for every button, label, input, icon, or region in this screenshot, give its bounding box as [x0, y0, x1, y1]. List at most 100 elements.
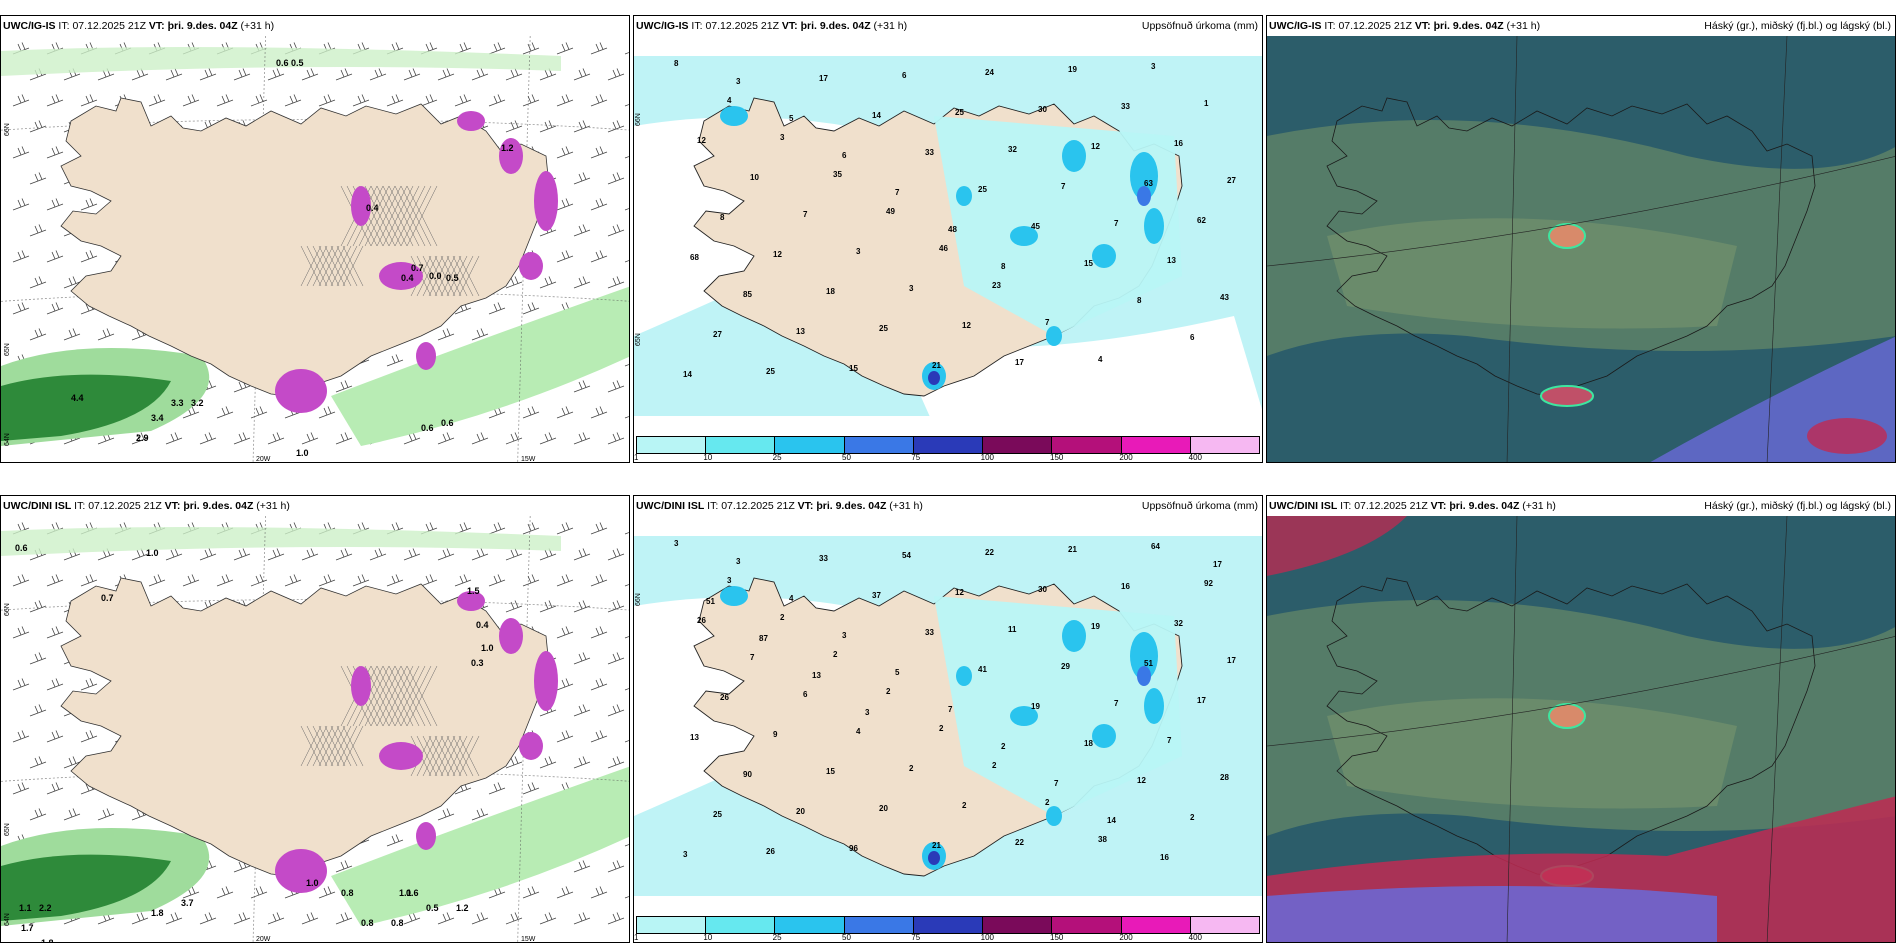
it-time: 07.12.2025 21Z: [1354, 500, 1428, 512]
wind-barb: [539, 600, 557, 613]
it-label: IT:: [74, 500, 86, 512]
hatch-line: [312, 725, 334, 767]
precip-value-label: 3: [842, 631, 847, 640]
precip-value-label: 21: [932, 841, 941, 850]
wind-barb: [522, 886, 540, 899]
wind-barb: [590, 250, 608, 263]
hatch-line: [364, 665, 396, 727]
colorbar-cell: [1052, 437, 1122, 453]
wind-barb: [573, 756, 591, 769]
hatch-line: [422, 255, 444, 297]
snow-area: [275, 369, 327, 413]
wind-barb: [165, 68, 183, 81]
colorbar-tick-label: 50: [842, 933, 851, 942]
precip-value-label: 4: [727, 96, 732, 105]
colorbar-cell: [775, 917, 845, 933]
precip-value-label: 62: [1197, 216, 1206, 225]
colorbar-cell: [1121, 917, 1191, 933]
snow-area: [534, 171, 558, 231]
precip-value-label: 1: [1204, 99, 1209, 108]
wind-barb: [573, 224, 591, 237]
precip-value-label: 7: [1114, 219, 1119, 228]
wind-barb: [148, 574, 166, 587]
vt-label: VT:: [1414, 20, 1431, 32]
wind-barb: [488, 302, 506, 315]
axis-label: 20W: [256, 936, 271, 943]
precip-value-label: 33: [1121, 102, 1130, 111]
precip-value-label: 12: [1137, 776, 1146, 785]
precip-value-label: 2: [1045, 798, 1050, 807]
precip-area-heavy: [928, 371, 940, 385]
wind-barb: [437, 548, 455, 561]
wind-barb: [165, 912, 183, 925]
colorbar-cell: [1121, 437, 1191, 453]
wind-barb: [590, 406, 608, 419]
axis-label: 65N: [4, 343, 11, 356]
snow-value-label: 2.9: [136, 433, 149, 443]
wind-barb: [284, 94, 302, 107]
wind-barb: [80, 730, 98, 743]
precip-value-label: 48: [948, 225, 957, 234]
panel-title: Háský (gr.), miðský (fj.bl.) og lágský (…: [1704, 20, 1891, 32]
precip-value-label: 7: [803, 210, 808, 219]
wind-barb: [182, 574, 200, 587]
precip-value-label: 30: [1038, 585, 1047, 594]
axis-label: 64N: [4, 913, 11, 926]
colorbar-tick-label: 200: [1119, 453, 1133, 462]
snow-area: [379, 262, 423, 290]
low-cloud-area: [1327, 218, 1737, 329]
wind-barb: [165, 432, 183, 445]
precip-value-label: 2: [833, 650, 838, 659]
wind-barb: [284, 574, 302, 587]
wind-barb: [182, 94, 200, 107]
wind-barb: [250, 574, 268, 587]
precip-value-label: 29: [1061, 662, 1070, 671]
precip-value-label: 49: [886, 207, 895, 216]
snow-value-label: 0.5: [291, 58, 304, 68]
colorbar-tick-label: 10: [703, 933, 713, 942]
precip-area-moderate: [720, 106, 748, 126]
wind-barb: [607, 600, 625, 613]
precip-value-label: 2: [992, 761, 997, 770]
precip-value-label: 2: [1190, 813, 1195, 822]
precip-value-label: 3: [736, 557, 741, 566]
wind-barb: [335, 860, 353, 873]
land-precip: [720, 106, 1182, 390]
wind-barb: [624, 416, 629, 419]
precip-value-label: 7: [1061, 182, 1066, 191]
snow-value-label: 1.2: [501, 143, 514, 153]
wind-barb: [233, 548, 251, 561]
wind-barb: [63, 328, 81, 341]
precip-value-label: 6: [1190, 333, 1195, 342]
wind-barb: [12, 626, 30, 639]
wind-barb: [624, 584, 629, 587]
high-cloud-area: [1540, 385, 1594, 407]
precip-area-moderate: [956, 666, 972, 686]
precip-value-label: 8: [1137, 296, 1142, 305]
precip-value-label: 26: [697, 616, 706, 625]
colorbar-cell: [983, 437, 1053, 453]
hatch-line: [306, 725, 328, 767]
colorbar-cell: [913, 917, 984, 933]
snow-value-label: 0.6: [276, 58, 289, 68]
wind-barb: [573, 600, 591, 613]
hatch-line: [428, 255, 450, 297]
colorbar-cell: [1052, 917, 1122, 933]
precip-value-label: 12: [697, 136, 706, 145]
snow-value-label: 0.8: [341, 888, 354, 898]
snow-area: [457, 111, 485, 131]
wind-barb: [318, 94, 336, 107]
longitude-line: [517, 36, 531, 462]
precip-value-label: 15: [849, 364, 858, 373]
wind-barb: [352, 94, 370, 107]
hatch-line: [406, 185, 438, 247]
wind-barb: [624, 896, 629, 899]
it-label: IT:: [707, 500, 719, 512]
precip-value-label: 3: [780, 133, 785, 142]
precip-value-label: 87: [759, 634, 768, 643]
snow-value-label: 0.6: [406, 888, 419, 898]
hatch-line: [394, 665, 426, 727]
precip-value-label: 7: [1045, 318, 1050, 327]
wind-barb: [29, 120, 47, 133]
high-cloud-band: [1267, 516, 1407, 576]
